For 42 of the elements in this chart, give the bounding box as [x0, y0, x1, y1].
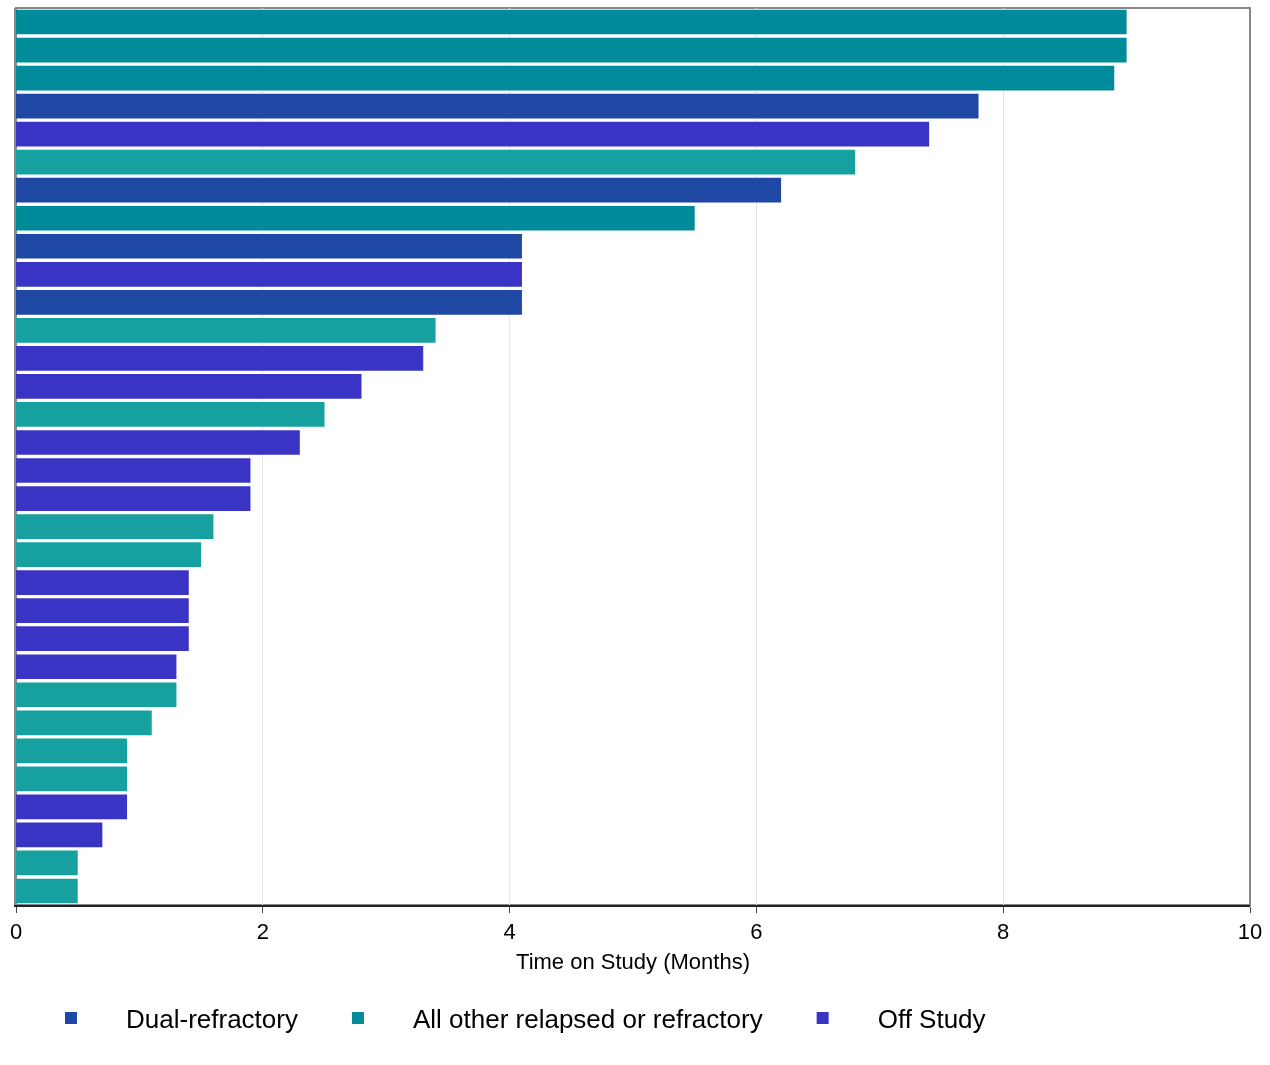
x-tick-label: 4 [503, 919, 516, 945]
bar [16, 9, 1127, 35]
legend-label: All other relapsed or refractory [412, 1004, 763, 1035]
bar [16, 430, 300, 455]
bar [16, 318, 436, 343]
bar [16, 542, 202, 567]
bar [16, 65, 1115, 91]
bar [16, 794, 128, 820]
bar [16, 850, 78, 876]
bar [16, 598, 189, 624]
bar [16, 738, 128, 764]
bar [16, 654, 177, 680]
x-tick-label: 10 [1237, 919, 1263, 945]
x-tick-label: 0 [9, 919, 23, 945]
x-tick-label: 8 [997, 919, 1010, 945]
bar [16, 374, 362, 399]
bar [16, 766, 128, 792]
legend-label: Dual-refractory [126, 1004, 298, 1035]
bar [16, 570, 189, 595]
bar [16, 402, 325, 427]
bar [16, 205, 695, 231]
bar [16, 626, 189, 652]
bar [16, 37, 1127, 63]
bar [16, 878, 78, 904]
bar [16, 233, 522, 259]
bar [16, 710, 152, 736]
x-tick-label: 6 [750, 919, 763, 945]
bar [16, 822, 103, 848]
bar [16, 514, 214, 539]
bar [16, 289, 522, 315]
bar [16, 93, 979, 119]
bar [16, 177, 782, 203]
bar [16, 458, 251, 483]
bar [16, 346, 424, 371]
bar [16, 121, 930, 147]
bar [16, 486, 251, 511]
x-axis-title: Time on Study (Months) [516, 948, 750, 974]
x-tick-label: 2 [256, 919, 269, 945]
legend-label: Off Study [877, 1004, 986, 1035]
bar [16, 682, 177, 708]
bar [16, 149, 856, 175]
bar [16, 261, 522, 287]
